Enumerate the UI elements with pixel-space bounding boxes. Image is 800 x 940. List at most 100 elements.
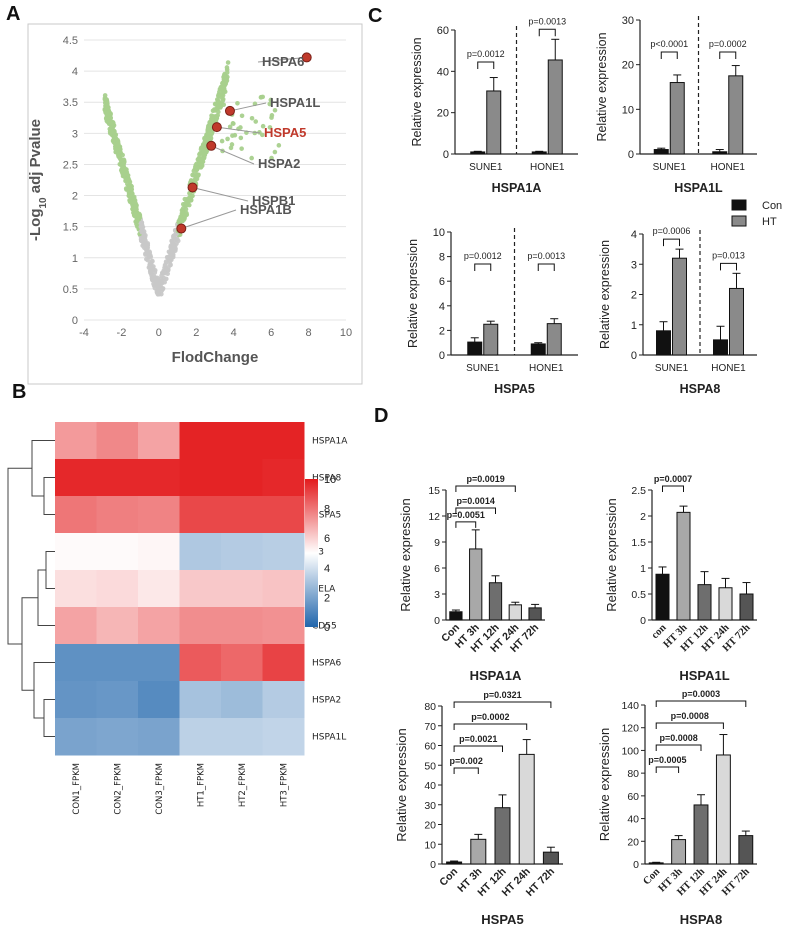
- d-pvalue-label: p=0.0019: [466, 474, 504, 484]
- d-ytick-label: 40: [627, 814, 639, 826]
- c-group-label: HONE1: [529, 363, 564, 374]
- c-ytick-label: 8: [439, 252, 445, 264]
- heatmap-cell: [96, 607, 139, 645]
- volcano-point: [186, 202, 192, 208]
- c-pvalue-bracket: [537, 263, 555, 271]
- heatmap-cell: [262, 496, 305, 534]
- volcano-point: [144, 248, 150, 253]
- volcano-highlight-point: [206, 140, 217, 151]
- volcano-point: [133, 206, 139, 212]
- volcano-point: [272, 149, 278, 155]
- heatmap-colorbar-tick: 4: [324, 563, 330, 575]
- d-ytick-label: 60: [627, 791, 639, 803]
- heatmap-row-label: RELA: [312, 585, 336, 595]
- c-ytick-label: 20: [437, 108, 449, 120]
- volcano-point: [168, 246, 174, 251]
- heatmap-cell: [262, 681, 305, 719]
- volcano-point: [181, 211, 187, 216]
- volcano-point: [108, 115, 114, 121]
- volcano-xtick: 6: [268, 327, 274, 339]
- heatmap-cell: [179, 607, 222, 645]
- c-pvalue-label: p=0.0013: [527, 251, 565, 261]
- c-pvalue-label: p<0.0001: [650, 39, 688, 49]
- volcano-highlight-point: [187, 182, 198, 193]
- volcano-point: [180, 206, 186, 211]
- d-pvalue-label: p=0.0008: [671, 711, 709, 721]
- volcano-point: [231, 121, 236, 126]
- volcano-point: [224, 70, 230, 75]
- volcano-point: [128, 185, 134, 191]
- heatmap-cell: [55, 681, 97, 719]
- d-ytick-label: 2.5: [631, 485, 646, 497]
- d-pvalue-label: p=0.0002: [471, 712, 509, 722]
- heatmap-row-label: HSPA1A: [312, 437, 348, 447]
- c-pvalue-bracket: [474, 263, 492, 271]
- c-bar: [467, 341, 483, 356]
- heatmap-cell: [138, 496, 180, 534]
- heatmap-dendrogram-branch: [43, 699, 55, 737]
- c-group-label: HONE1: [711, 363, 746, 374]
- volcano-point: [116, 142, 121, 148]
- d-ytick-label: 12: [428, 511, 440, 523]
- volcano-point: [221, 85, 227, 90]
- volcano-point: [171, 233, 177, 238]
- volcano-point: [112, 134, 118, 139]
- heatmap-cell: [138, 570, 180, 608]
- heatmap-cell: [138, 681, 180, 719]
- c-bar: [713, 339, 728, 356]
- volcano-point: [200, 151, 206, 157]
- d-pvalue-bracket: [453, 767, 479, 774]
- heatmap-colorbar-tick: 2: [324, 592, 330, 604]
- heatmap-cell: [96, 681, 139, 719]
- d-ytick-label: 1.5: [631, 537, 646, 549]
- volcano-point: [116, 154, 121, 159]
- d-bar: [739, 593, 754, 621]
- volcano-xtick: 10: [340, 327, 352, 339]
- heatmap-cell: [55, 496, 97, 534]
- volcano-point: [159, 291, 164, 297]
- c-ytick-label: 10: [433, 227, 445, 239]
- heatmap-column-label: HT2_FPKM: [238, 763, 248, 807]
- c-ytick-label: 10: [622, 104, 634, 116]
- d-bar: [494, 807, 511, 865]
- volcano-point: [120, 152, 125, 158]
- c-bar: [547, 59, 563, 155]
- c-ytick-label: 40: [437, 66, 449, 78]
- heatmap-cell: [262, 644, 305, 682]
- d-ytick-label: 120: [621, 723, 639, 735]
- volcano-point: [260, 94, 266, 100]
- d-pvalue-bracket: [453, 745, 503, 752]
- volcano-point: [272, 107, 278, 113]
- volcano-point: [140, 243, 145, 248]
- heatmap-row-label: HSPA1L: [312, 733, 346, 743]
- c-ylabel: Relative expression: [598, 240, 612, 349]
- d-ytick-label: 80: [627, 768, 639, 780]
- c-ytick-label: 4: [439, 301, 445, 313]
- d-bar: [470, 838, 487, 865]
- volcano-point: [122, 172, 127, 177]
- heatmap-cell: [179, 681, 222, 719]
- d-title: HSPA1A: [470, 668, 522, 683]
- c-pvalue-label: p=0.0012: [467, 49, 505, 59]
- volcano-point: [195, 172, 201, 178]
- d-bar: [469, 548, 483, 621]
- heatmap-cell: [221, 459, 263, 497]
- d-ytick-label: 70: [424, 721, 436, 733]
- d-pvalue-bracket: [455, 485, 516, 492]
- volcano-point: [105, 112, 111, 117]
- panel-letter-d: D: [374, 405, 388, 427]
- volcano-point: [109, 121, 115, 127]
- volcano-gene-label: HSPA2: [258, 156, 300, 171]
- volcano-point: [214, 106, 219, 112]
- volcano-point: [202, 135, 207, 141]
- volcano-point: [115, 150, 121, 156]
- d-bar: [697, 584, 712, 621]
- volcano-points: [102, 60, 282, 297]
- d-ylabel: Relative expression: [394, 728, 409, 841]
- d-ytick-label: 20: [627, 836, 639, 848]
- volcano-ytick: 3.5: [63, 97, 78, 109]
- c-title: HSPA1A: [492, 181, 542, 195]
- d-ytick-label: 3: [434, 589, 440, 601]
- c-bar: [483, 323, 499, 356]
- d-pvalue-label: p=0.0014: [457, 496, 495, 506]
